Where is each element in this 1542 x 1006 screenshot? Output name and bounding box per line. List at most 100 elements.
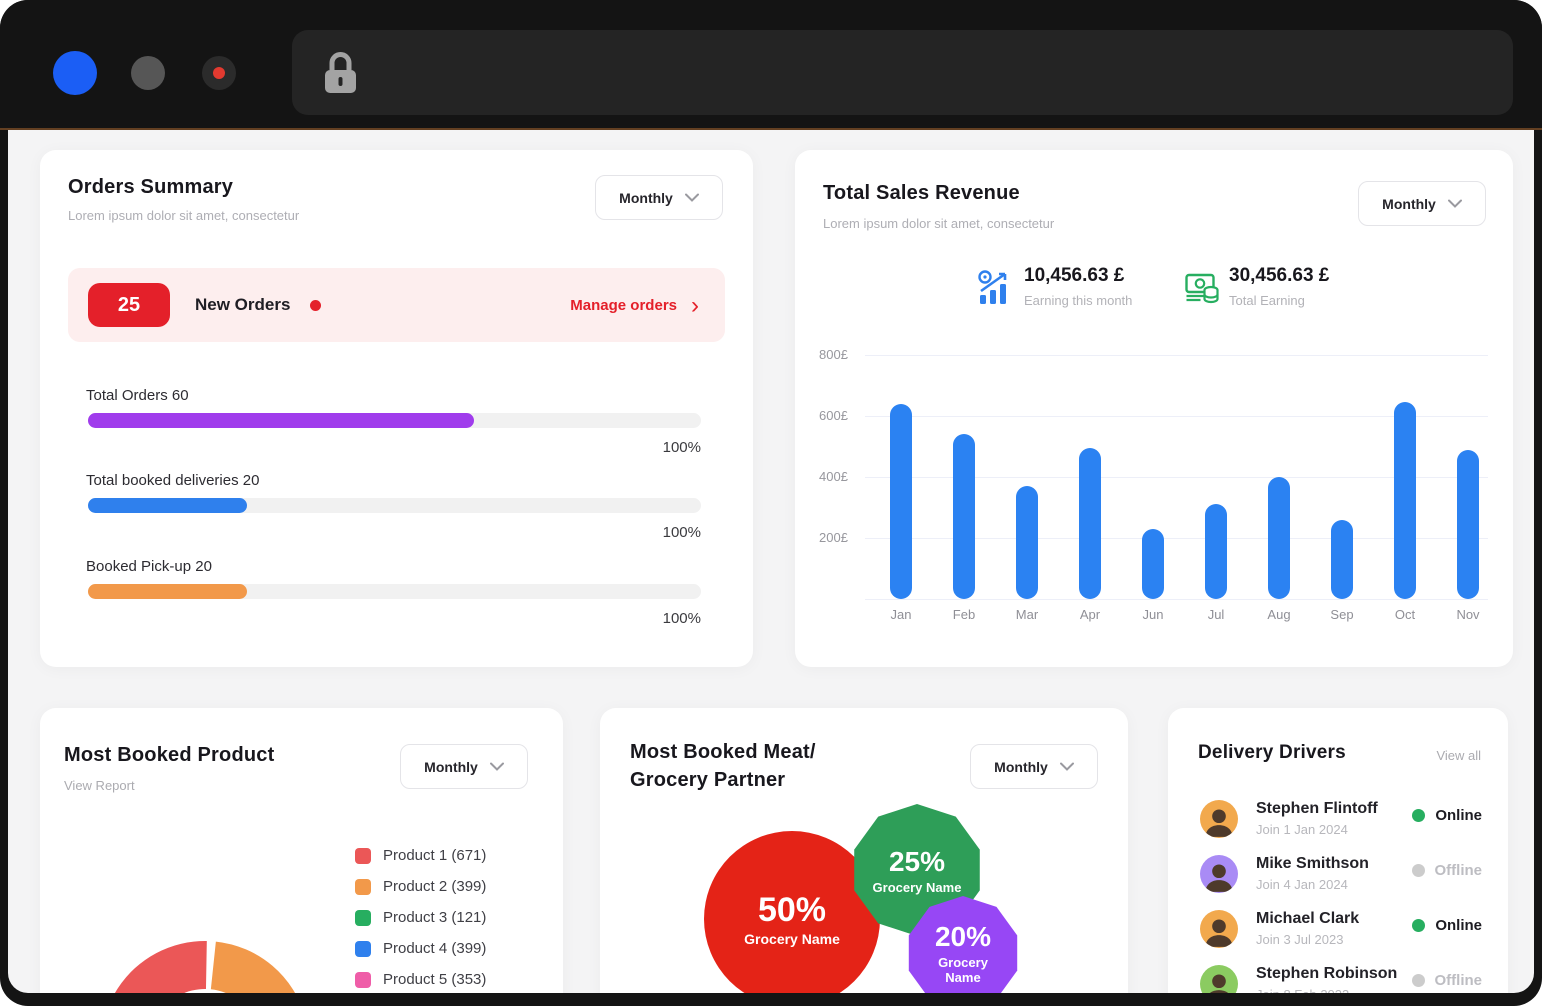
- window-control-close[interactable]: [202, 56, 236, 90]
- person-icon: [1205, 864, 1233, 892]
- driver-row[interactable]: Stephen Flintoff Join 1 Jan 2024 Online: [1198, 794, 1482, 849]
- status-label: Online: [1435, 917, 1482, 934]
- earning-month-label: Earning this month: [1024, 293, 1133, 308]
- period-dropdown[interactable]: Monthly: [970, 744, 1098, 789]
- driver-avatar: [1200, 800, 1238, 838]
- driver-status-offline: Offline: [1411, 862, 1483, 879]
- window-control-minimize[interactable]: [131, 56, 165, 90]
- chart-gridline: [865, 538, 1488, 539]
- revenue-bar-chart: 800£ 600£ 400£ 200£ Jan Feb Mar Apr Jun Jul Aug Sep…: [795, 150, 1513, 667]
- bar-feb: [953, 434, 975, 599]
- card-title: Delivery Drivers: [1198, 742, 1346, 763]
- legend-swatch: [355, 971, 371, 988]
- driver-name: Mike Smithson: [1256, 855, 1369, 872]
- legend-label: Product 1 (671): [383, 847, 487, 864]
- x-axis-tick: Feb: [952, 607, 976, 622]
- legend-item: Product 5 (353): [355, 964, 486, 993]
- driver-name: Stephen Robinson: [1256, 965, 1398, 982]
- driver-row[interactable]: Stephen Robinson Join 8 Feb 2023 Offline: [1198, 959, 1482, 993]
- chart-growth-icon: [978, 270, 1007, 304]
- bar-nov: [1457, 450, 1479, 599]
- partner-name: Grocery Name: [938, 955, 988, 985]
- manage-orders-link[interactable]: Manage orders ›: [570, 291, 699, 319]
- period-value: Monthly: [994, 758, 1048, 775]
- window-control-record[interactable]: [53, 51, 97, 95]
- legend-swatch: [355, 847, 371, 864]
- person-icon: [1209, 974, 1229, 993]
- card-title: Total Sales Revenue: [823, 182, 1020, 204]
- progress-track: [88, 498, 701, 513]
- progress-track: [88, 413, 701, 428]
- card-title-line2: Grocery Partner: [630, 769, 786, 791]
- card-subtitle: Lorem ipsum dolor sit amet, consectetur: [823, 216, 1055, 231]
- legend-label: Product 3 (121): [383, 909, 487, 926]
- period-value: Monthly: [619, 189, 673, 206]
- status-dot-icon: [1411, 864, 1425, 877]
- total-sales-revenue-card: Total Sales Revenue Lorem ipsum dolor si…: [795, 150, 1513, 667]
- partner-percent: 25%: [888, 845, 946, 877]
- card-title-line1: Most Booked Meat/: [630, 741, 816, 763]
- bar-jan: [890, 404, 912, 599]
- bar-oct: [1394, 402, 1416, 599]
- legend-swatch: [355, 878, 371, 895]
- period-value: Monthly: [424, 758, 478, 775]
- address-bar[interactable]: [292, 30, 1513, 115]
- period-value: Monthly: [1382, 195, 1436, 212]
- period-dropdown[interactable]: Monthly: [400, 744, 528, 789]
- period-dropdown[interactable]: Monthly: [1358, 181, 1486, 226]
- driver-status-online: Online: [1412, 917, 1482, 934]
- person-icon: [1205, 919, 1233, 947]
- progress-percent: 100%: [662, 524, 701, 541]
- driver-avatar: [1200, 855, 1238, 893]
- progress-label: Total booked deliveries 20: [86, 472, 260, 489]
- y-axis-tick: 800£: [819, 347, 848, 362]
- driver-name: Michael Clark: [1256, 910, 1360, 927]
- donut-segment-product-1: [114, 941, 207, 993]
- view-all-link[interactable]: View all: [1436, 748, 1481, 763]
- person-icon: [1205, 809, 1233, 837]
- progress-label: Booked Pick-up 20: [86, 558, 212, 575]
- legend-swatch: [355, 909, 371, 926]
- legend-label: Product 2 (399): [383, 878, 487, 895]
- progress-fill: [88, 498, 248, 513]
- progress-label: Total Orders 60: [86, 387, 189, 404]
- period-dropdown[interactable]: Monthly: [595, 175, 723, 220]
- orders-summary-card: Orders Summary Lorem ipsum dolor sit ame…: [40, 150, 753, 667]
- total-earning-value: 30,456.63 £: [1229, 265, 1330, 286]
- driver-name: Stephen Flintoff: [1256, 800, 1378, 817]
- browser-chrome: [0, 0, 1542, 130]
- status-dot-icon: [1412, 919, 1426, 932]
- product-legend: Product 1 (671) Product 2 (399) Product 3 …: [355, 840, 486, 993]
- earning-month-value: 10,456.63 £: [1024, 265, 1125, 286]
- x-axis-tick: Mar: [1015, 607, 1039, 622]
- driver-join-date: Join 4 Jan 2024: [1256, 877, 1348, 892]
- cash-icon: [1185, 273, 1219, 304]
- chevron-down-icon: [684, 193, 699, 202]
- status-dot-icon: [1411, 974, 1425, 987]
- chart-gridline: [865, 355, 1488, 356]
- card-title: Orders Summary: [68, 176, 234, 198]
- driver-row[interactable]: Mike Smithson Join 4 Jan 2024 Offline: [1198, 849, 1482, 904]
- partner-bubble-20: 20% Grocery Name: [908, 896, 1018, 993]
- status-label: Offline: [1434, 862, 1483, 879]
- x-axis-tick: Apr: [1079, 607, 1101, 622]
- driver-join-date: Join 3 Jul 2023: [1256, 932, 1344, 947]
- chevron-right-icon: ›: [691, 291, 699, 319]
- chevron-down-icon: [1059, 762, 1074, 771]
- x-axis-tick: Aug: [1267, 607, 1291, 622]
- new-orders-count-badge: 25: [88, 283, 170, 327]
- new-orders-label: New Orders: [195, 295, 291, 314]
- legend-label: Product 5 (353): [383, 971, 487, 988]
- total-earning-label: Total Earning: [1229, 293, 1305, 308]
- driver-status-offline: Offline: [1411, 972, 1482, 989]
- partner-percent: 20%: [934, 921, 992, 952]
- chevron-down-icon: [489, 762, 504, 771]
- y-axis-tick: 400£: [819, 469, 848, 484]
- legend-item: Product 1 (671): [355, 840, 486, 871]
- status-label: Online: [1435, 807, 1482, 824]
- notification-dot-icon: [310, 299, 321, 311]
- driver-avatar: [1200, 910, 1238, 948]
- bar-sep: [1331, 520, 1353, 599]
- view-report-link[interactable]: View Report: [64, 778, 135, 793]
- driver-row[interactable]: Michael Clark Join 3 Jul 2023 Online: [1198, 904, 1482, 959]
